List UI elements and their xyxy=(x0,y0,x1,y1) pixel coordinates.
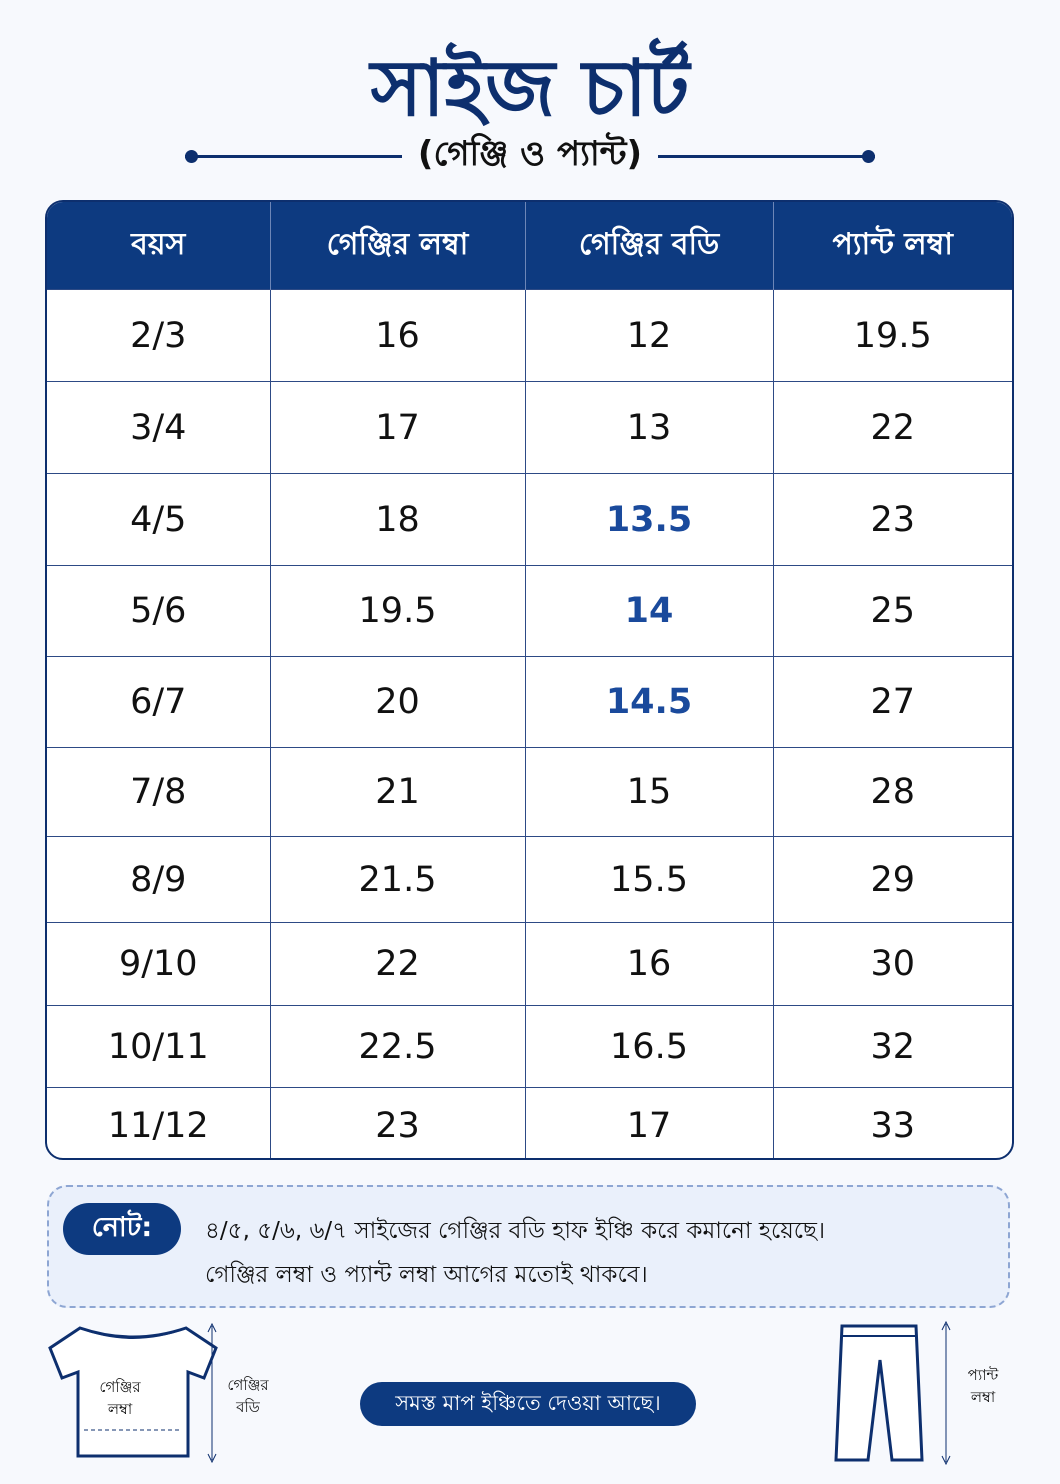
header-cell: গেঞ্জির বডি xyxy=(525,202,774,290)
table-cell: 21 xyxy=(270,747,526,837)
table-row: 6/7 20 14.5 27 xyxy=(47,656,1012,748)
table-cell: 17 xyxy=(270,381,526,474)
table-cell: 19.5 xyxy=(270,565,526,657)
shirt-icon xyxy=(48,1322,218,1464)
label-line: গেঞ্জির xyxy=(227,1376,269,1394)
table-row: 5/6 19.5 14 25 xyxy=(47,565,1012,657)
table-cell: 6/7 xyxy=(47,656,271,748)
header-row: বয়স গেঞ্জির লম্বা গেঞ্জির বডি প্যান্ট লম্ব… xyxy=(47,202,1012,290)
table-cell: 4/5 xyxy=(47,473,271,566)
divider xyxy=(658,149,875,163)
note-box: নোট: ৪/৫, ৫/৬, ৬/৭ সাইজের গেঞ্জির বডি হা… xyxy=(47,1185,1010,1308)
table-cell: 15.5 xyxy=(525,836,774,923)
header-cell: গেঞ্জির লম্বা xyxy=(270,202,526,290)
table-cell: 8/9 xyxy=(47,836,271,923)
pant-icon xyxy=(834,1320,951,1466)
table-row: 3/4 17 13 22 xyxy=(47,381,1012,474)
table-cell: 16.5 xyxy=(525,1005,774,1088)
table-row: 9/10 22 16 30 xyxy=(47,922,1012,1006)
table-cell: 18 xyxy=(270,473,526,566)
table-body: 2/3 16 12 19.5 3/4 17 13 22 4/5 18 13.5 23 5/6 19.5 14… xyxy=(47,289,1012,1158)
label-line: প্যান্ট xyxy=(967,1366,999,1384)
table-row: 10/11 22.5 16.5 32 xyxy=(47,1005,1012,1088)
table-cell: 10/11 xyxy=(47,1005,271,1088)
table-row: 8/9 21.5 15.5 29 xyxy=(47,836,1012,923)
table-cell: 22 xyxy=(270,922,526,1006)
table-cell: 30 xyxy=(773,922,1012,1006)
table-cell: 27 xyxy=(773,656,1012,748)
table-cell: 22 xyxy=(773,381,1012,474)
table-row: 2/3 16 12 19.5 xyxy=(47,289,1012,382)
units-badge: সমস্ত মাপ ইঞ্চিতে দেওয়া আছে। xyxy=(360,1382,696,1426)
shirt-inner-label: গেঞ্জির লম্বা xyxy=(90,1376,150,1420)
title: সাইজ চার্ট xyxy=(370,44,690,134)
label-line: লম্বা xyxy=(970,1388,996,1406)
subtitle: (গেঞ্জি ও প্যান্ট) xyxy=(417,133,643,174)
divider xyxy=(185,149,402,163)
table-cell: 13 xyxy=(525,381,774,474)
table-cell: 17 xyxy=(525,1087,774,1158)
table-row: 4/5 18 13.5 23 xyxy=(47,473,1012,566)
label-line: বডি xyxy=(236,1398,260,1416)
table-cell: 9/10 xyxy=(47,922,271,1006)
table-cell: 14.5 xyxy=(525,656,774,748)
table-cell: 16 xyxy=(525,922,774,1006)
table-cell: 3/4 xyxy=(47,381,271,474)
table-cell: 29 xyxy=(773,836,1012,923)
table-cell: 7/8 xyxy=(47,747,271,837)
table-cell: 16 xyxy=(270,289,526,382)
size-table: বয়স গেঞ্জির লম্বা গেঞ্জির বডি প্যান্ট লম্ব… xyxy=(45,200,1014,1160)
table-cell: 14 xyxy=(525,565,774,657)
table-cell: 12 xyxy=(525,289,774,382)
subtitle-row: (গেঞ্জি ও প্যান্ট) xyxy=(185,132,875,180)
table-row: 7/8 21 15 28 xyxy=(47,747,1012,837)
table-cell: 22.5 xyxy=(270,1005,526,1088)
table-row: 11/12 23 17 33 xyxy=(47,1087,1012,1158)
shirt-side-label: গেঞ্জির বডি xyxy=(218,1374,278,1418)
table-cell: 21.5 xyxy=(270,836,526,923)
note-label: নোট: xyxy=(63,1203,181,1255)
note-line: ৪/৫, ৫/৬, ৬/৭ সাইজের গেঞ্জির বডি হাফ ইঞ্… xyxy=(205,1218,826,1244)
table-cell: 32 xyxy=(773,1005,1012,1088)
table-cell: 33 xyxy=(773,1087,1012,1158)
table-cell: 28 xyxy=(773,747,1012,837)
table-cell: 5/6 xyxy=(47,565,271,657)
table-cell: 23 xyxy=(773,473,1012,566)
table-cell: 15 xyxy=(525,747,774,837)
table-cell: 2/3 xyxy=(47,289,271,382)
table-cell: 19.5 xyxy=(773,289,1012,382)
note-line: গেঞ্জির লম্বা ও প্যান্ট লম্বা আগের মতোই … xyxy=(205,1262,648,1288)
pant-side-label: প্যান্ট লম্বা xyxy=(955,1364,1011,1408)
table-cell: 11/12 xyxy=(47,1087,271,1158)
header-cell: প্যান্ট লম্বা xyxy=(773,202,1012,290)
table-cell: 13.5 xyxy=(525,473,774,566)
table-cell: 25 xyxy=(773,565,1012,657)
table-cell: 23 xyxy=(270,1087,526,1158)
header-cell: বয়স xyxy=(47,202,271,290)
note-lines: ৪/৫, ৫/৬, ৬/৭ সাইজের গেঞ্জির বডি হাফ ইঞ্… xyxy=(205,1209,825,1297)
table: বয়স গেঞ্জির লম্বা গেঞ্জির বডি প্যান্ট লম্ব… xyxy=(47,202,1012,1158)
label-line: গেঞ্জির xyxy=(99,1378,141,1396)
table-cell: 20 xyxy=(270,656,526,748)
label-line: লম্বা xyxy=(107,1400,133,1418)
